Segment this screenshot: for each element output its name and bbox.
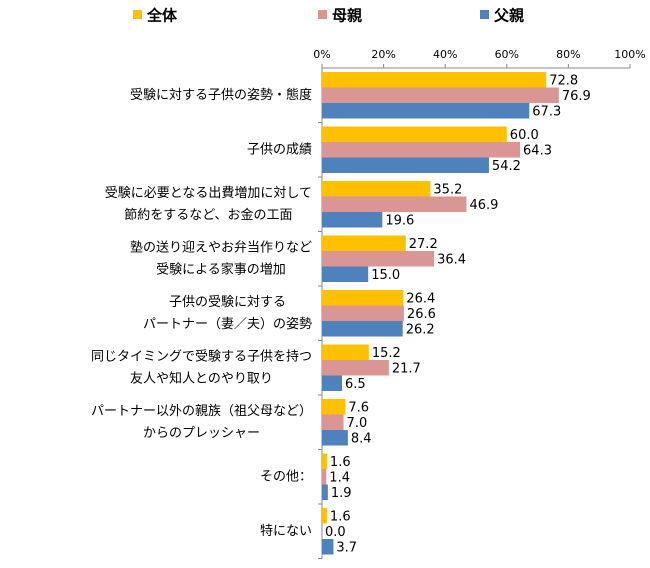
data-label: 6.5	[345, 377, 366, 392]
category-label: 受験に必要となる出費増加に対して	[105, 186, 312, 201]
data-label: 67.3	[532, 104, 561, 119]
bar	[322, 414, 344, 430]
legend-swatch	[318, 10, 327, 19]
data-label: 1.6	[330, 509, 351, 524]
legend-label: 全体	[146, 7, 178, 25]
bar	[322, 196, 467, 212]
bar	[322, 235, 406, 251]
bar	[322, 103, 530, 119]
legend-label: 母親	[332, 7, 362, 25]
category-label: 特にない	[260, 524, 312, 539]
data-label: 21.7	[392, 361, 421, 376]
bar	[322, 321, 403, 337]
legend-swatch	[480, 10, 489, 19]
data-label: 0.0	[325, 525, 346, 540]
bar	[322, 72, 547, 88]
bar	[322, 157, 489, 173]
bar	[322, 539, 334, 555]
category-label: 受験による家事の増加	[156, 261, 286, 277]
bar	[322, 212, 383, 228]
category-label: 受験に対する子供の姿勢・態度	[130, 87, 312, 103]
x-tick-label: 40%	[433, 48, 457, 61]
category-label: からのプレッシャー	[143, 426, 260, 441]
category-label: その他：	[260, 469, 312, 484]
data-label: 26.6	[407, 307, 436, 322]
data-label: 64.3	[523, 143, 552, 158]
data-label: 60.0	[510, 128, 539, 143]
x-tick-label: 20%	[371, 48, 395, 61]
data-label: 26.2	[406, 322, 435, 337]
bar	[322, 181, 431, 197]
bar	[322, 344, 369, 360]
category-label: パートナー（妻／夫）の姿勢	[143, 316, 312, 332]
data-label: 27.2	[409, 237, 438, 252]
data-label: 26.4	[406, 291, 435, 306]
data-label: 46.9	[469, 198, 498, 213]
legend-swatch	[133, 10, 142, 19]
bar	[322, 453, 327, 469]
data-label: 1.4	[329, 470, 350, 485]
bar	[322, 508, 327, 524]
bar	[322, 399, 346, 415]
bar	[322, 142, 521, 158]
x-tick-label: 60%	[495, 48, 519, 61]
data-label: 1.6	[330, 455, 351, 470]
x-tick-label: 100%	[614, 48, 645, 61]
data-label: 36.4	[437, 252, 466, 267]
data-label: 7.0	[347, 416, 368, 431]
category-label: 子供の受験に対する	[169, 295, 286, 310]
bar	[322, 266, 369, 282]
bar	[322, 484, 328, 500]
bar	[322, 290, 404, 306]
bar	[322, 251, 435, 267]
bar	[322, 126, 507, 142]
bar	[322, 305, 404, 321]
data-label: 35.2	[433, 182, 462, 197]
category-label: 節約をするなど、お金の工面	[124, 207, 292, 223]
data-label: 54.2	[492, 159, 521, 174]
legend-label: 父親	[493, 7, 524, 25]
data-label: 19.6	[385, 213, 414, 228]
bar	[322, 87, 559, 103]
x-tick-label: 0%	[313, 48, 330, 61]
data-label: 3.7	[336, 540, 357, 555]
bar	[322, 360, 389, 376]
category-label: 同じタイミングで受験する子供を持つ	[91, 349, 312, 364]
x-tick-label: 80%	[556, 48, 580, 61]
bar	[322, 375, 343, 391]
category-label: 塾の送り迎えやお弁当作りなど	[130, 239, 312, 255]
category-label: 友人や知人とのやり取り	[130, 370, 273, 386]
category-label: 子供の成績	[247, 142, 312, 157]
data-label: 72.8	[549, 73, 578, 88]
bar	[322, 469, 327, 485]
data-label: 76.9	[562, 89, 591, 104]
data-label: 1.9	[331, 486, 352, 501]
data-label: 7.6	[348, 400, 369, 415]
data-label: 8.4	[351, 431, 372, 446]
bar	[322, 430, 348, 446]
data-label: 15.2	[372, 346, 401, 361]
data-label: 15.0	[371, 268, 400, 283]
category-label: パートナー以外の親族（祖父母など）	[91, 403, 312, 419]
